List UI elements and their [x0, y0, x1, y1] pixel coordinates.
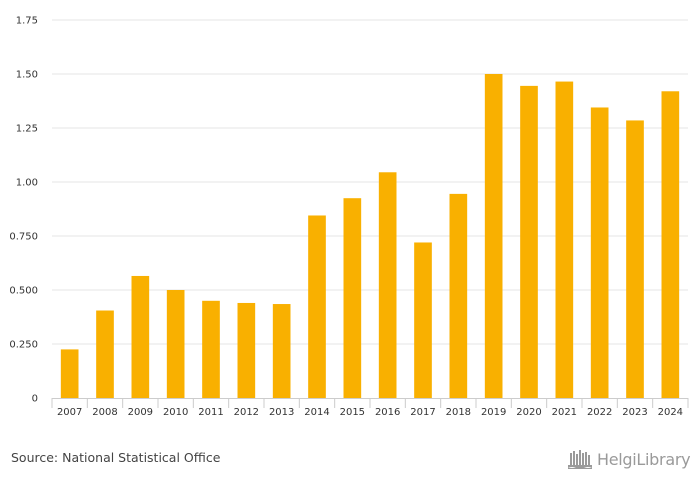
x-tick-label: 2020 — [516, 407, 541, 418]
bar-2017[interactable] — [414, 242, 432, 398]
bar-2024[interactable] — [661, 91, 680, 398]
x-tick-label: 2023 — [622, 407, 647, 418]
y-tick-label: 1.50 — [16, 70, 38, 81]
bar-2009[interactable] — [131, 275, 150, 398]
bar-2010[interactable] — [166, 290, 185, 398]
x-tick-label: 2007 — [57, 407, 82, 418]
x-tick-label: 2013 — [269, 407, 294, 418]
x-tick-label: 2009 — [128, 407, 153, 418]
bar-2013[interactable] — [272, 304, 291, 398]
bar-2021[interactable] — [555, 81, 574, 398]
y-tick-label: 1.00 — [16, 178, 38, 189]
x-axis-tick-labels: 2007 2008 2009 2010 2011 2012 2013 2014 2015 2016… — [57, 407, 683, 418]
bar-2014[interactable] — [308, 215, 326, 398]
x-tick-label: 2021 — [552, 407, 577, 418]
bar-2015[interactable] — [343, 198, 362, 398]
brand-logo[interactable]: HelgiLibrary — [568, 447, 692, 471]
bar-2019[interactable] — [484, 74, 503, 398]
x-tick-label: 2008 — [92, 407, 117, 418]
x-tick-label: 2017 — [410, 407, 435, 418]
y-tick-label: 1.25 — [16, 124, 38, 135]
x-axis — [51, 398, 689, 408]
bar-2020[interactable] — [520, 85, 538, 398]
x-tick-label: 2015 — [340, 407, 365, 418]
y-tick-label: 1.75 — [16, 16, 38, 27]
x-tick-label: 2022 — [587, 407, 612, 418]
bar-2008[interactable] — [96, 310, 114, 398]
y-tick-label: 0 — [32, 394, 38, 405]
x-tick-label: 2018 — [446, 407, 471, 418]
bar-2011[interactable] — [202, 300, 220, 398]
bars — [60, 74, 680, 398]
x-tick-label: 2016 — [375, 407, 400, 418]
bar-2018[interactable] — [449, 193, 468, 398]
x-tick-label: 2010 — [163, 407, 188, 418]
bar-2023[interactable] — [626, 120, 644, 398]
y-tick-label: 0.750 — [9, 232, 38, 243]
y-tick-label: 0.250 — [9, 340, 38, 351]
bar-2012[interactable] — [237, 302, 256, 398]
brand-name: HelgiLibrary — [597, 449, 691, 469]
source-note: Source: National Statistical Office — [11, 450, 221, 465]
bar-2022[interactable] — [590, 107, 609, 398]
y-tick-label: 0.500 — [9, 286, 38, 297]
library-logo-icon — [568, 450, 592, 469]
bar-2007[interactable] — [60, 349, 79, 398]
x-tick-label: 2014 — [304, 407, 329, 418]
x-tick-label: 2019 — [481, 407, 506, 418]
bar-2016[interactable] — [378, 172, 397, 398]
x-tick-label: 2024 — [658, 407, 683, 418]
x-tick-label: 2011 — [198, 407, 223, 418]
grid-lines — [52, 19, 688, 345]
y-axis-tick-labels: 0 0.250 0.500 0.750 1.00 1.25 1.50 1.75 — [9, 16, 38, 405]
x-tick-label: 2012 — [234, 407, 259, 418]
